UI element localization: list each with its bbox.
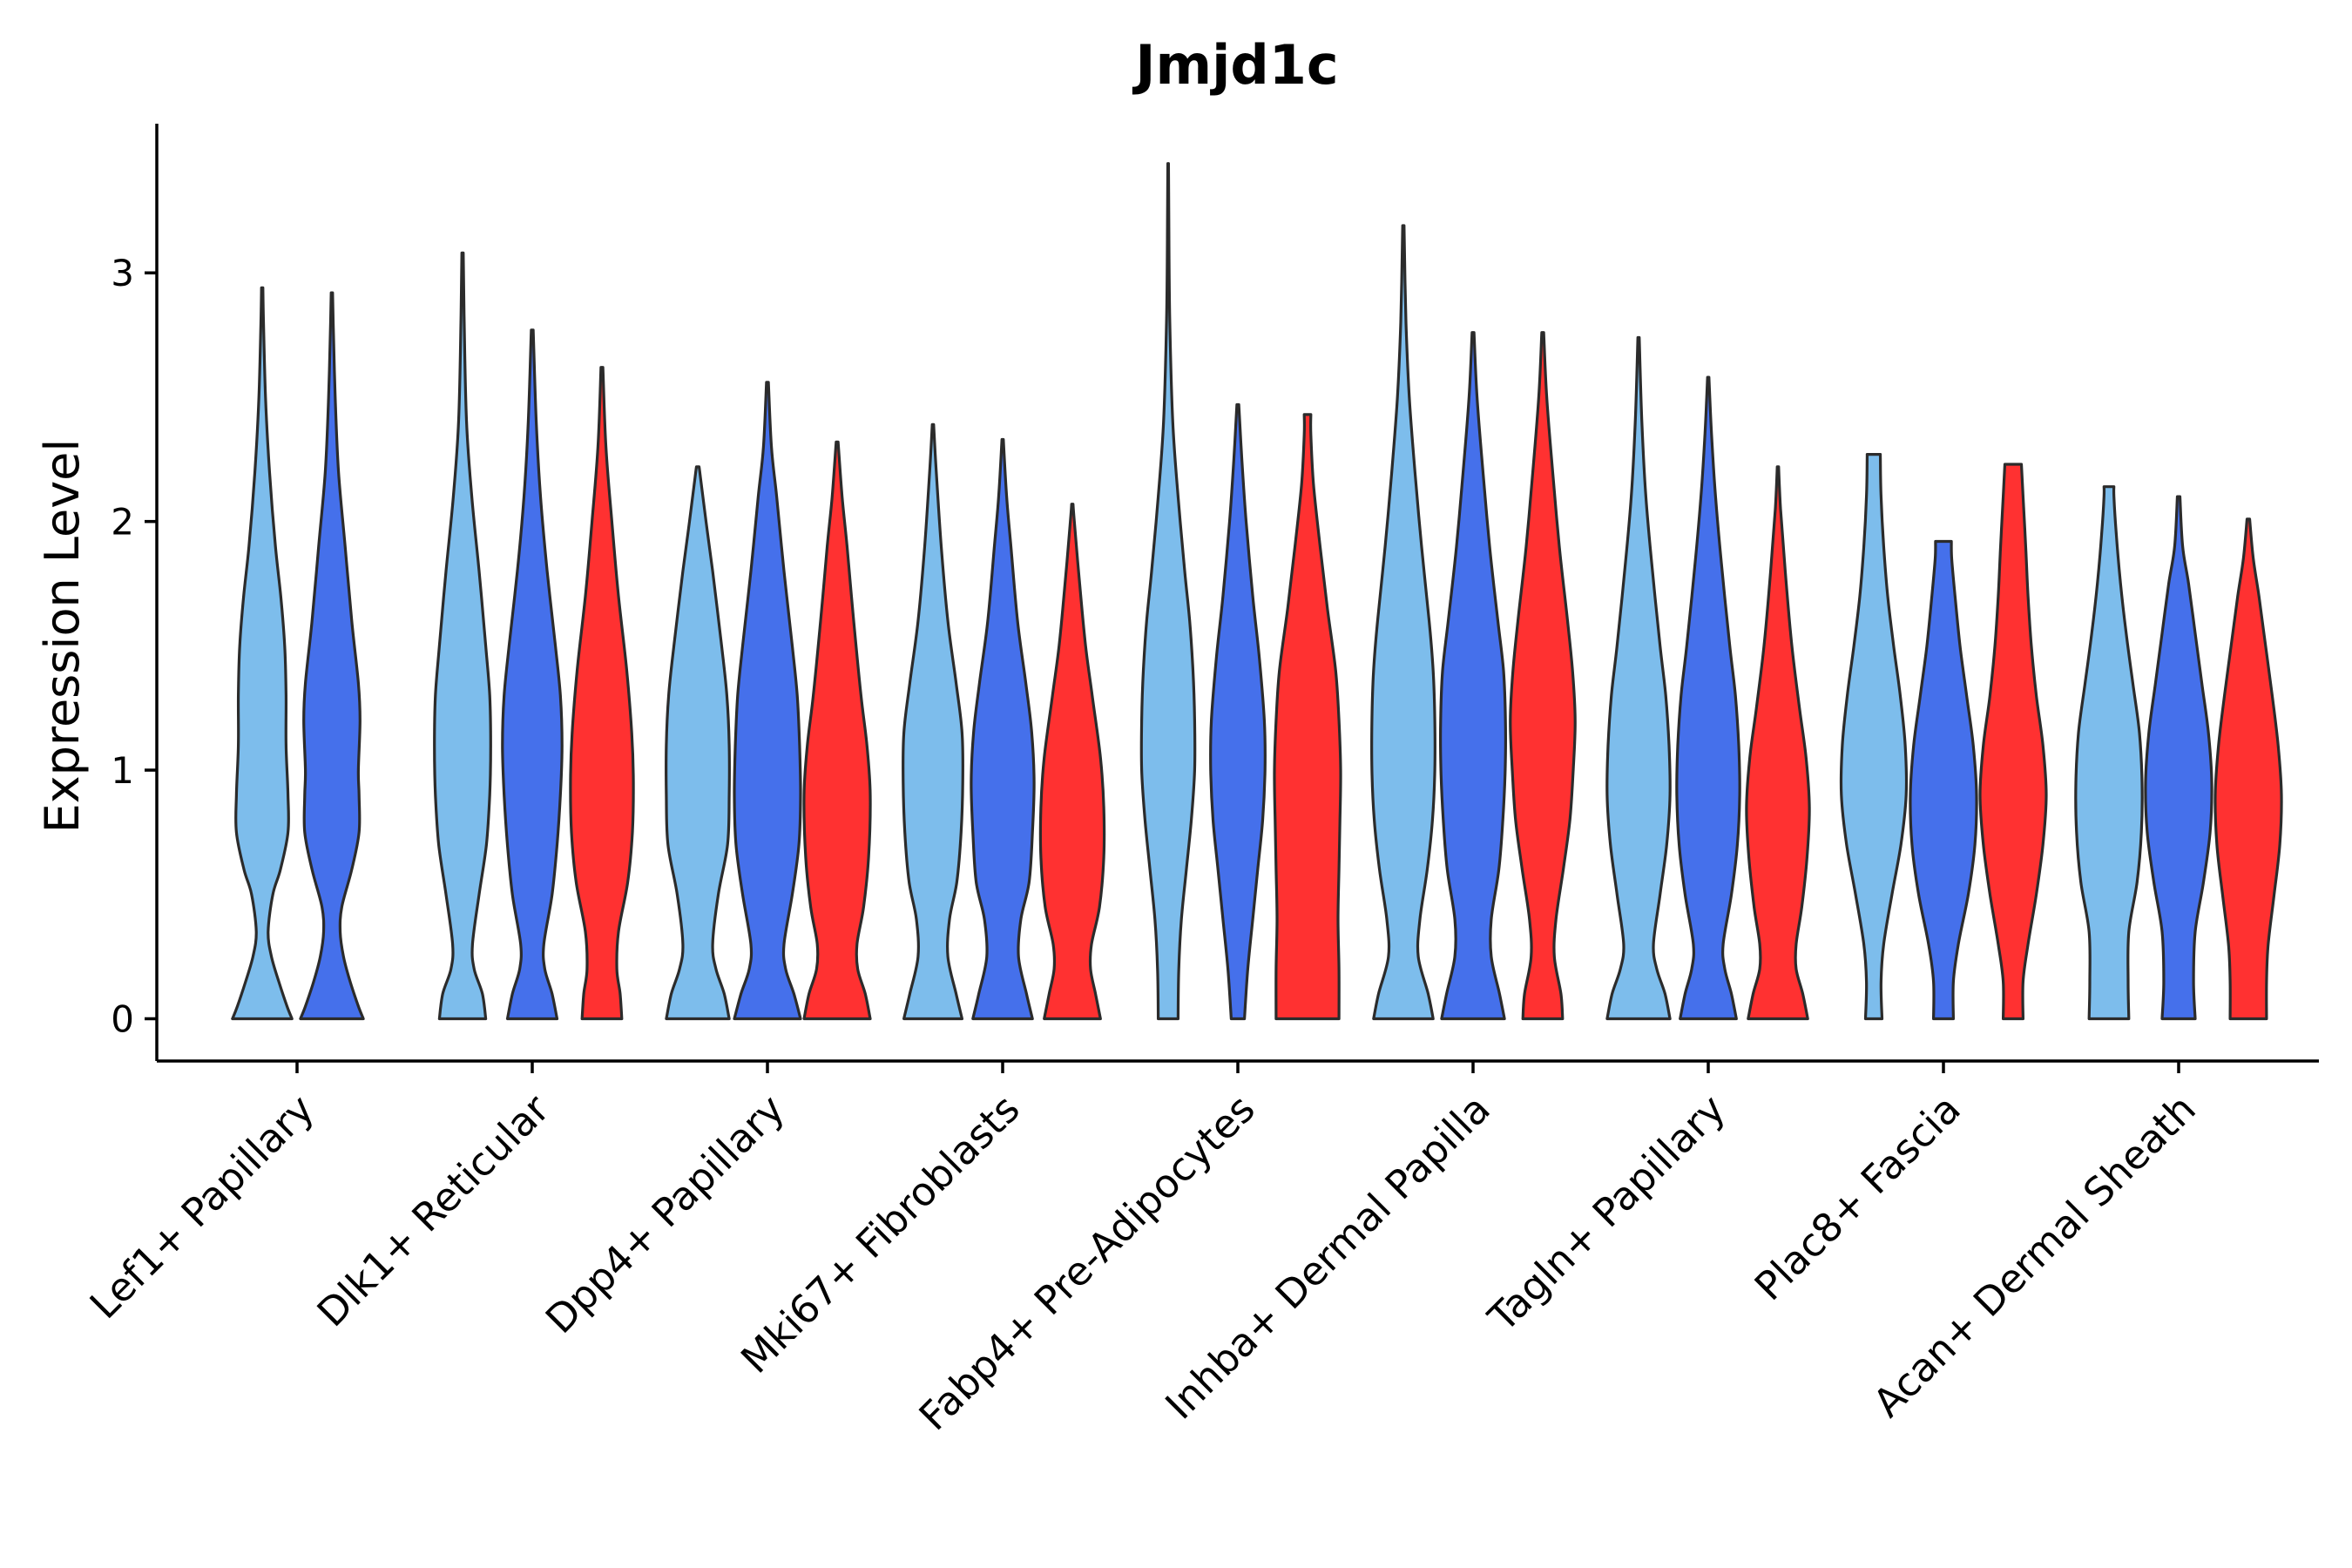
violin-blue [970, 437, 1036, 1021]
x-category-label: Dlk1+ Reticular [308, 1085, 558, 1335]
violin-red [2213, 517, 2283, 1021]
violin-blue [299, 291, 365, 1021]
violin-light [1139, 162, 1197, 1021]
violin-light [1605, 335, 1672, 1021]
violin-blue [501, 328, 564, 1021]
x-category-label: Tagln+ Papillary [1479, 1085, 1734, 1341]
x-category-label: Plac8+ Fascia [1746, 1085, 1970, 1309]
violin-red [1978, 463, 2048, 1021]
violin-light [902, 422, 964, 1021]
violin-red [1509, 331, 1577, 1021]
violin-blue [1209, 402, 1267, 1021]
y-tick-label: 3 [111, 252, 134, 294]
y-tick-label: 0 [111, 997, 134, 1040]
x-category-label: Lef1+ Papillary [81, 1085, 323, 1328]
violin-red [1273, 413, 1342, 1021]
y-axis: 0 1 2 3 [111, 124, 159, 1061]
y-tick-label: 2 [111, 501, 134, 544]
violin-light [2074, 485, 2144, 1021]
violin-light [433, 251, 492, 1021]
violin-light [1839, 453, 1909, 1021]
violin-light [665, 465, 731, 1021]
violin-blue [1909, 539, 1978, 1021]
chart-title: Jmjd1c [1132, 33, 1338, 97]
violin-light [1370, 224, 1436, 1021]
violin-plot-area [231, 162, 2283, 1021]
violin-blue [2144, 495, 2213, 1021]
violin-blue [1438, 331, 1508, 1021]
violin-red [569, 366, 635, 1021]
violin-red [1038, 503, 1106, 1021]
violin-red [1745, 465, 1811, 1021]
violin-blue [1675, 375, 1741, 1021]
x-category-label: Dpp4+ Papillary [537, 1085, 794, 1342]
violin-red [802, 440, 872, 1021]
violin-light [231, 286, 294, 1021]
y-tick-label: 1 [111, 749, 134, 792]
violin-blue [733, 381, 802, 1021]
y-axis-label: Expression Level [35, 439, 90, 834]
